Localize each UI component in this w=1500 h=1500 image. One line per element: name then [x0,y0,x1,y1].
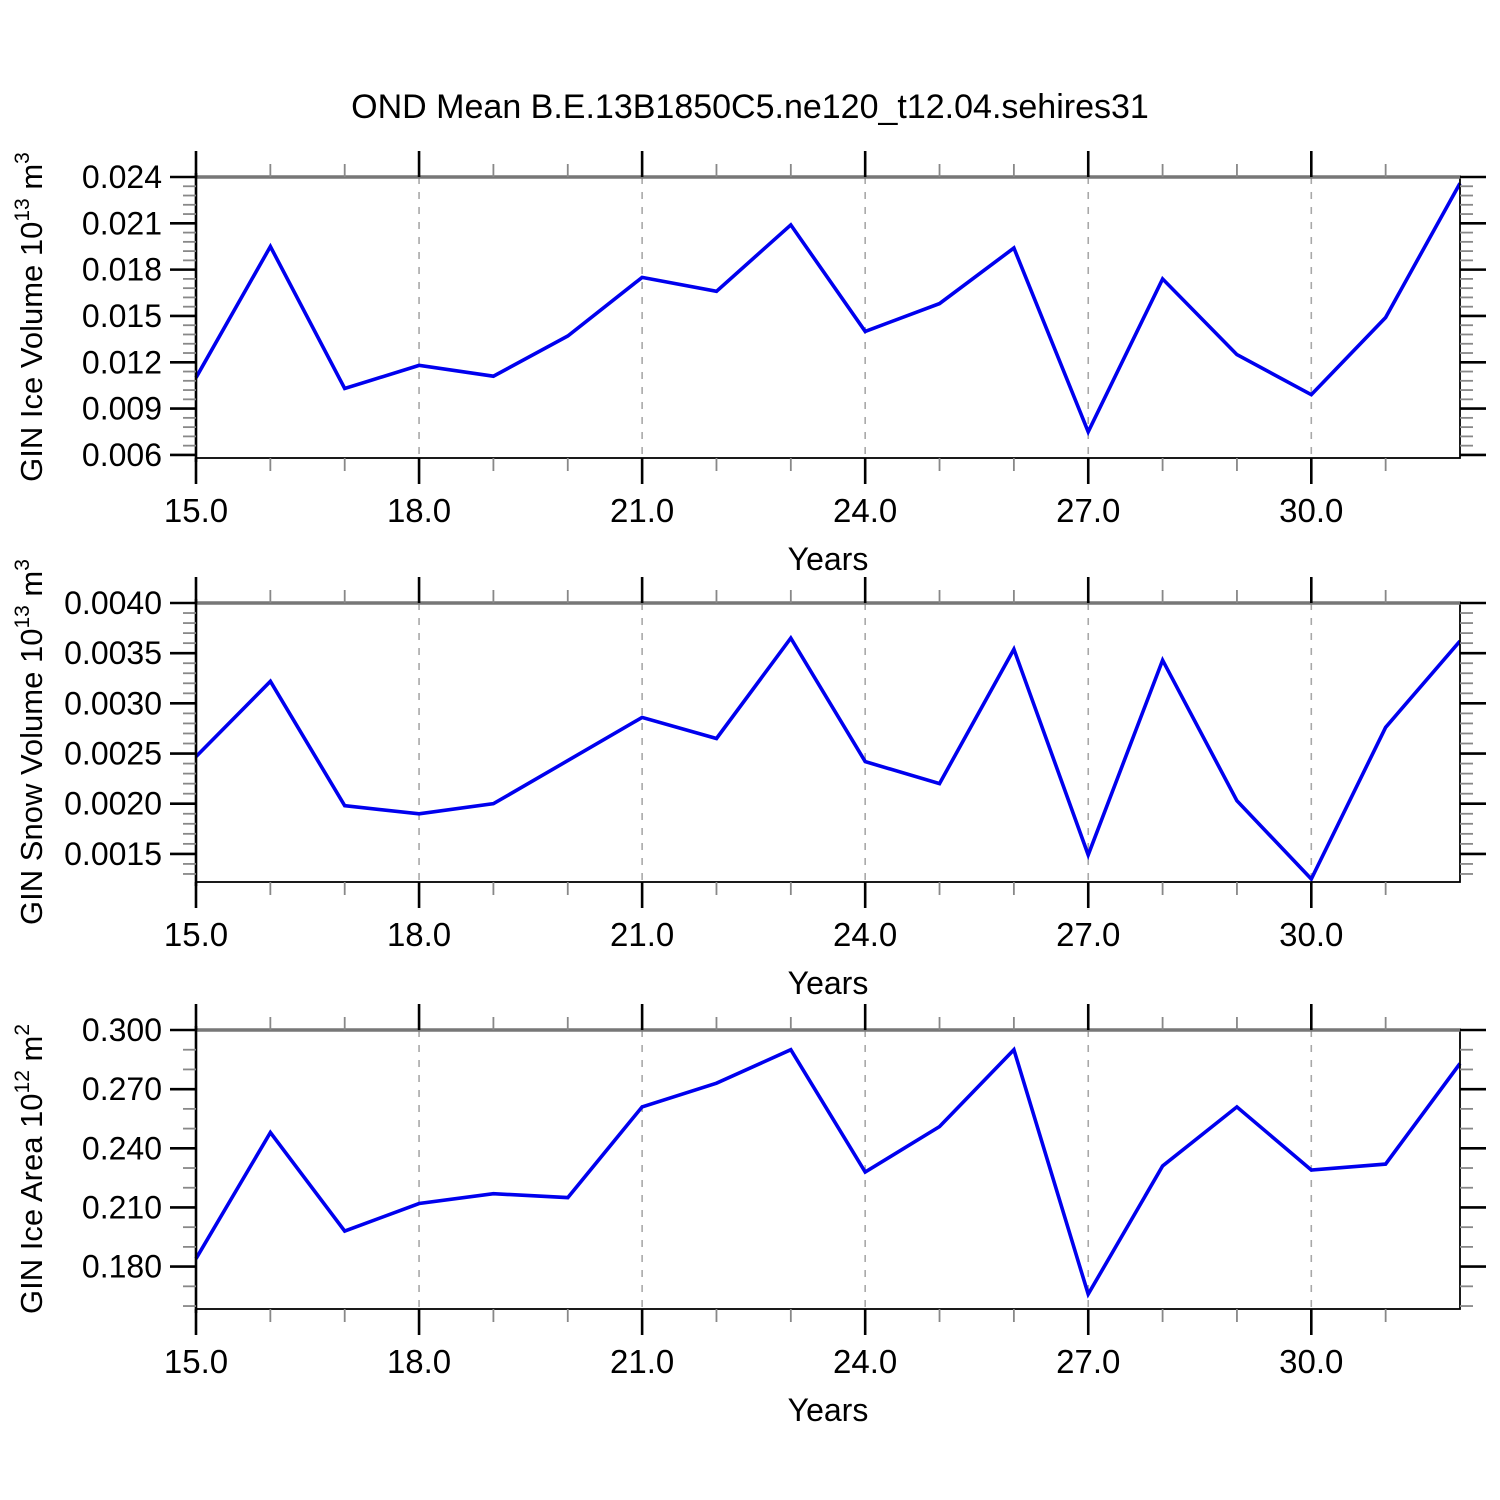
y-tick-label: 0.0015 [64,836,162,872]
x-tick-label: 27.0 [1056,916,1120,953]
x-tick-label: 15.0 [164,916,228,953]
x-tick-label: 18.0 [387,1343,451,1380]
x-axis-label-years-1: Years [788,541,869,577]
x-tick-label: 30.0 [1279,492,1343,529]
x-tick-label: 30.0 [1279,1343,1343,1380]
y-tick-label: 0.012 [82,344,162,380]
panel-snow-volume: 0.0015 0.0020 0.0025 0.0030 0.0035 0.0040 15.0… [11,559,1486,1001]
plot-frame [195,176,1461,459]
y-tick-label: 0.0035 [64,635,162,671]
y-tick-label: 0.015 [82,298,162,334]
line-gin-ice-area [194,1046,1462,1299]
x-tick-label: 15.0 [164,492,228,529]
x-tick-label: 15.0 [164,1343,228,1380]
x-tick-label: 27.0 [1056,492,1120,529]
y-axis-label-snow-volume: GIN Snow Volume 1013 m3 [11,559,49,925]
y-tick-label: 0.300 [82,1012,162,1048]
x-tick-label: 18.0 [387,492,451,529]
x-tick-label: 24.0 [833,916,897,953]
y-axis-label-ice-area: GIN Ice Area 1012 m2 [11,1024,49,1314]
y-tick-label: 0.210 [82,1189,162,1225]
plot-frame [195,602,1461,883]
y-tick-label: 0.021 [82,205,162,241]
y-tick-label: 0.180 [82,1249,162,1285]
x-tick-label: 24.0 [833,1343,897,1380]
x-tick-label: 27.0 [1056,1343,1120,1380]
y-tick-label: 0.0025 [64,736,162,772]
panel-ice-volume: 0.006 0.009 0.012 0.015 0.018 0.021 0.024 15.0 1… [11,151,1486,577]
chart-title: OND Mean B.E.13B1850C5.ne120_t12.04.sehi… [351,88,1149,126]
y-tick-label: 0.270 [82,1071,162,1107]
x-tick-label: 30.0 [1279,916,1343,953]
y-tick-label: 0.240 [82,1130,162,1166]
y-tick-label: 0.006 [82,437,162,473]
panel-ice-area: 0.180 0.210 0.240 0.270 0.300 15.0 18.0 21.0 24.… [11,1004,1486,1428]
line-gin-ice-volume [194,182,1462,437]
y-tick-label: 0.024 [82,159,162,195]
y-tick-label: 0.0030 [64,685,162,721]
x-tick-label: 21.0 [610,916,674,953]
y-axis-label-ice-volume: GIN Ice Volume 1013 m3 [11,152,49,482]
plot-frame [195,1029,1461,1310]
y-tick-label: 0.009 [82,391,162,427]
x-tick-label: 21.0 [610,1343,674,1380]
line-gin-snow-volume [194,634,1462,883]
y-tick-label: 0.018 [82,252,162,288]
x-tick-label: 24.0 [833,492,897,529]
y-tick-label: 0.0020 [64,786,162,822]
y-tick-label: 0.0040 [64,585,162,621]
x-tick-label: 21.0 [610,492,674,529]
x-axis-label-years-2: Years [788,965,869,1001]
x-tick-label: 18.0 [387,916,451,953]
x-axis-label-years-3: Years [788,1392,869,1428]
